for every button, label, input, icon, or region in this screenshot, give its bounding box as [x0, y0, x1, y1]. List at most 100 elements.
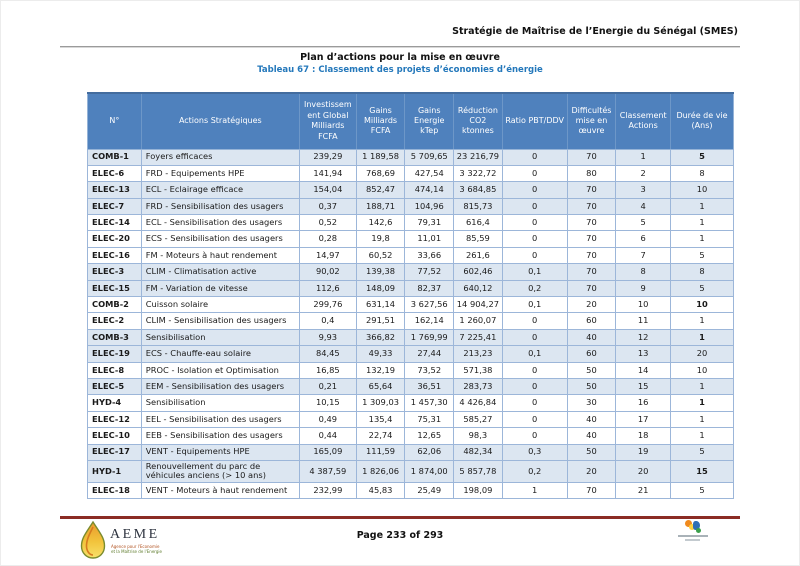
gains-fcfa-cell: 631,14 — [355, 296, 406, 314]
table-row: ELEC-3 CLIM - Climatisation active 90,02 13… — [87, 263, 734, 281]
invest-cell: 0,21 — [298, 377, 357, 396]
classement-cell: 3 — [615, 181, 672, 199]
difficulte-cell: 40 — [566, 427, 617, 445]
invest-cell: 239,29 — [298, 148, 357, 166]
ratio-cell: 0,1 — [501, 345, 568, 363]
partner-logo — [676, 519, 710, 549]
difficulte-cell: 80 — [566, 164, 617, 183]
partner-logo-caption-line — [685, 539, 700, 541]
aeme-logo-subtext: Agence pour l'Economie et la Maîtrise de… — [111, 544, 162, 555]
invest-cell: 0,28 — [298, 230, 357, 248]
invest-cell: 0,37 — [298, 197, 357, 216]
table-row: HYD-1 Renouvellement du parc de véhicules… — [87, 459, 734, 483]
invest-cell: 10,15 — [298, 394, 357, 412]
ratio-cell: 0 — [501, 410, 568, 429]
difficulte-cell: 70 — [566, 246, 617, 265]
reduction-cell: 602,46 — [453, 263, 503, 281]
table-row: COMB-3 Sensibilisation 9,93 366,82 1 769,99 7… — [87, 328, 734, 347]
classement-cell: 2 — [615, 164, 672, 183]
reduction-cell: 5 857,78 — [453, 459, 503, 483]
row-id-cell: ELEC-16 — [87, 246, 142, 265]
table-row: COMB-1 Foyers efficaces 239,29 1 189,58 5 70… — [87, 148, 734, 166]
gains-fcfa-cell: 366,82 — [355, 328, 406, 347]
reduction-cell: 14 904,27 — [453, 296, 503, 314]
reduction-cell: 85,59 — [453, 230, 503, 248]
classement-cell: 10 — [615, 296, 672, 314]
difficulte-cell: 60 — [566, 312, 617, 330]
gains-fcfa-cell: 768,69 — [355, 164, 406, 183]
row-id-cell: ELEC-2 — [87, 312, 142, 330]
ratio-cell: 0 — [501, 328, 568, 347]
duree-cell: 1 — [670, 230, 734, 248]
ratio-cell: 0 — [501, 197, 568, 216]
duree-cell: 8 — [670, 164, 734, 183]
table-row: ELEC-8 PROC - Isolation et Optimisation 16… — [87, 361, 734, 379]
gains-ktep-cell: 25,49 — [404, 481, 455, 500]
difficulte-cell: 40 — [566, 328, 617, 347]
gains-fcfa-cell: 49,33 — [355, 345, 406, 363]
gains-ktep-cell: 33,66 — [404, 246, 455, 265]
reduction-cell: 482,34 — [453, 443, 503, 461]
action-cell: Sensibilisation — [140, 394, 300, 412]
gains-fcfa-cell: 1 826,06 — [355, 459, 406, 483]
classement-cell: 20 — [615, 459, 672, 483]
gains-ktep-cell: 427,54 — [404, 164, 455, 183]
gains-ktep-cell: 11,01 — [404, 230, 455, 248]
difficulte-cell: 50 — [566, 377, 617, 396]
invest-cell: 141,94 — [298, 164, 357, 183]
gains-fcfa-cell: 188,71 — [355, 197, 406, 216]
gains-ktep-cell: 79,31 — [404, 214, 455, 232]
table-row: ELEC-16 FM - Moteurs à haut rendement 14,9… — [87, 246, 734, 265]
invest-cell: 14,97 — [298, 246, 357, 265]
partner-logo-caption-line — [678, 535, 708, 537]
reduction-cell: 815,73 — [453, 197, 503, 216]
row-id-cell: ELEC-12 — [87, 410, 142, 429]
invest-cell: 299,76 — [298, 296, 357, 314]
gains-fcfa-cell: 111,59 — [355, 443, 406, 461]
action-cell: FM - Moteurs à haut rendement — [140, 246, 300, 265]
reduction-cell: 3 684,85 — [453, 181, 503, 199]
ratio-cell: 0,1 — [501, 296, 568, 314]
ratio-cell: 0 — [501, 377, 568, 396]
row-id-cell: ELEC-20 — [87, 230, 142, 248]
action-cell: FRD - Equipements HPE — [140, 164, 300, 183]
gains-fcfa-cell: 148,09 — [355, 279, 406, 298]
col-header-gains-fcfa: Gains Milliards FCFA — [355, 92, 405, 150]
action-cell: EEB - Sensibilisation des usagers — [140, 427, 300, 445]
row-id-cell: HYD-1 — [87, 459, 142, 483]
difficulte-cell: 40 — [566, 410, 617, 429]
action-cell: Cuisson solaire — [140, 296, 300, 314]
table-row: ELEC-17 VENT - Equipements HPE 165,09 111,5… — [87, 443, 734, 461]
row-id-cell: COMB-3 — [87, 328, 142, 347]
table-row: ELEC-13 ECL - Eclairage efficace 154,04 852… — [87, 181, 734, 199]
duree-cell: 1 — [670, 197, 734, 216]
ratio-cell: 0 — [501, 214, 568, 232]
row-id-cell: ELEC-14 — [87, 214, 142, 232]
action-cell: CLIM - Climatisation active — [140, 263, 300, 281]
action-cell: ECL - Sensibilisation des usagers — [140, 214, 300, 232]
gains-fcfa-cell: 65,64 — [355, 377, 406, 396]
duree-cell: 1 — [670, 427, 734, 445]
gains-fcfa-cell: 22,74 — [355, 427, 406, 445]
gains-ktep-cell: 1 457,30 — [404, 394, 455, 412]
col-header-numero: N° — [87, 92, 142, 150]
table-row: ELEC-19 ECS - Chauffe-eau solaire 84,45 49,… — [87, 345, 734, 363]
action-cell: VENT - Moteurs à haut rendement — [140, 481, 300, 500]
invest-cell: 154,04 — [298, 181, 357, 199]
difficulte-cell: 50 — [566, 443, 617, 461]
difficulte-cell: 30 — [566, 394, 617, 412]
difficulte-cell: 70 — [566, 148, 617, 166]
action-cell: FRD - Sensibilisation des usagers — [140, 197, 300, 216]
ratio-cell: 0,2 — [501, 279, 568, 298]
reduction-cell: 261,6 — [453, 246, 503, 265]
reduction-cell: 213,23 — [453, 345, 503, 363]
difficulte-cell: 70 — [566, 263, 617, 281]
classement-cell: 5 — [615, 214, 672, 232]
table-row: ELEC-12 EEL - Sensibilisation des usagers… — [87, 410, 734, 429]
row-id-cell: ELEC-7 — [87, 197, 142, 216]
page-number: Page 233 of 293 — [356, 530, 444, 541]
ratio-cell: 0 — [501, 230, 568, 248]
ratio-cell: 0,1 — [501, 263, 568, 281]
gains-ktep-cell: 75,31 — [404, 410, 455, 429]
